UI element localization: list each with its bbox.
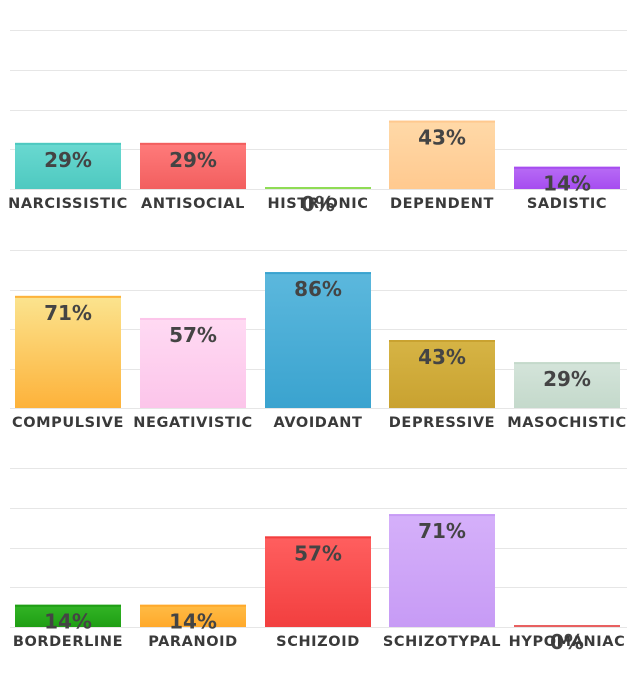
category-label-paranoid: PARANOID: [148, 634, 238, 650]
bar-negativistic: [140, 317, 246, 408]
bar-depressive: [389, 340, 495, 408]
value-label-narcissistic: 29%: [44, 148, 92, 172]
category-label-schizoid: SCHIZOID: [276, 634, 360, 650]
value-label-paranoid: 14%: [169, 610, 217, 634]
category-label-dependent: DEPENDENT: [390, 196, 494, 212]
bar-compulsive: [15, 295, 121, 408]
value-label-hypomaniac: 0%: [550, 630, 584, 654]
bar-schizotypal: [389, 514, 495, 627]
category-label-hypomaniac: HYPOMANIAC: [509, 634, 626, 650]
value-label-compulsive: 71%: [44, 301, 92, 325]
category-label-masochistic: MASOCHISTIC: [507, 415, 627, 431]
bar-sadistic: [514, 166, 620, 189]
category-label-antisocial: ANTISOCIAL: [141, 196, 245, 212]
value-label-sadistic: 14%: [543, 172, 591, 196]
category-label-compulsive: COMPULSIVE: [12, 415, 124, 431]
value-label-depressive: 43%: [418, 345, 466, 369]
bar-narcissistic: [15, 142, 121, 189]
category-label-depressive: DEPRESSIVE: [389, 415, 495, 431]
value-label-negativistic: 57%: [169, 323, 217, 347]
value-label-masochistic: 29%: [543, 367, 591, 391]
category-label-histrionic: HISTRIONIC: [268, 196, 369, 212]
value-label-histrionic: 0%: [301, 192, 335, 216]
value-label-schizotypal: 71%: [418, 519, 466, 543]
value-label-antisocial: 29%: [169, 148, 217, 172]
category-label-borderline: BORDERLINE: [13, 634, 123, 650]
category-label-sadistic: SADISTIC: [527, 196, 607, 212]
bar-avoidant: [265, 272, 371, 408]
bar-borderline: [15, 604, 121, 627]
chart-panel-3: 14%BORDERLINE14%PARANOID57%SCHIZOID71%SC…: [10, 468, 627, 654]
bar-schizoid: [265, 536, 371, 627]
bar-paranoid: [140, 604, 246, 627]
value-label-schizoid: 57%: [294, 541, 342, 565]
chart-panel-1: 29% NARCISSISTIC 29% ANTISOCIAL 0%HISTRIONIC…: [8, 30, 627, 216]
bar-antisocial: [140, 142, 246, 189]
value-label-avoidant: 86%: [294, 277, 342, 301]
category-label-avoidant: AVOIDANT: [273, 415, 362, 431]
category-label-negativistic: NEGATIVISTIC: [133, 415, 253, 431]
category-label-narcissistic: NARCISSISTIC: [8, 196, 128, 212]
chart-panel-2: 71% COMPULSIVE 57% NEGATIVISTIC 86% AVOIDANT 4…: [10, 250, 627, 431]
bar-masochistic: [514, 362, 620, 408]
value-label-dependent: 43%: [418, 126, 466, 150]
value-label-borderline: 14%: [44, 610, 92, 634]
category-label-schizotypal: SCHIZOTYPAL: [383, 634, 501, 650]
bar-dependent: [389, 120, 495, 189]
